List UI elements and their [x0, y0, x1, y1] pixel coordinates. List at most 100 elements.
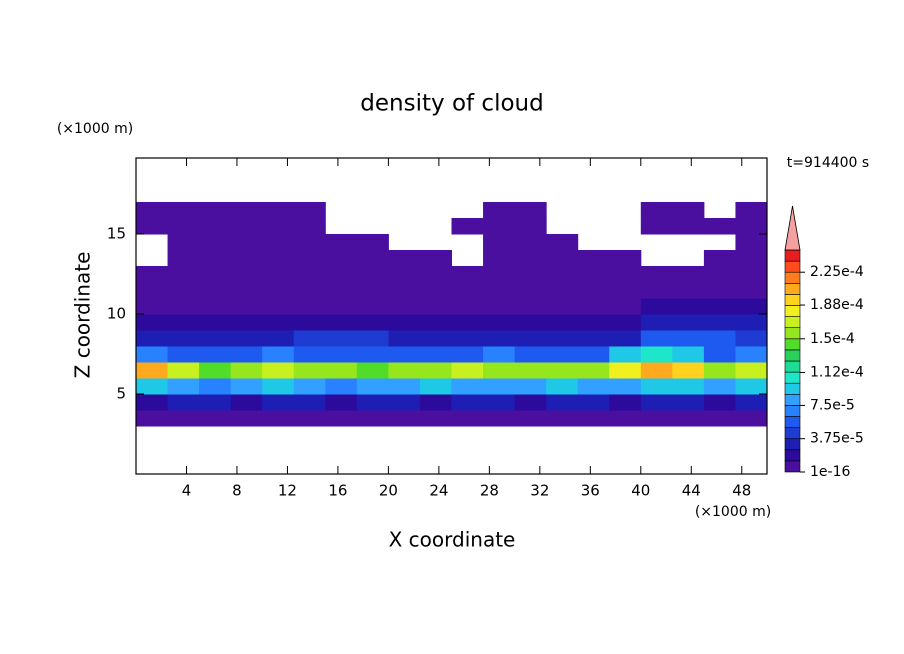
cell: [356, 410, 389, 427]
cell: [325, 346, 358, 363]
cell: [514, 266, 547, 283]
cell: [230, 250, 263, 267]
cell: [199, 362, 232, 379]
cell: [167, 282, 200, 299]
cell: [293, 250, 326, 267]
cell: [609, 266, 642, 283]
cell: [703, 330, 736, 347]
cell: [136, 266, 169, 283]
cell: [451, 346, 484, 363]
cell: [451, 314, 484, 331]
cell: [514, 330, 547, 347]
cell: [388, 410, 421, 427]
cell: [735, 298, 768, 315]
cell: [199, 266, 232, 283]
cell: [640, 362, 673, 379]
cell: [735, 266, 768, 283]
colorbar-tick-label: 1e-16: [810, 464, 850, 480]
cell: [483, 298, 516, 315]
cell: [609, 314, 642, 331]
cell: [167, 202, 200, 219]
cell: [325, 394, 358, 411]
colorbar-band: [784, 460, 801, 473]
cell: [514, 202, 547, 219]
cell: [293, 394, 326, 411]
cell: [167, 378, 200, 395]
cell: [546, 314, 579, 331]
cell: [356, 394, 389, 411]
cell: [293, 218, 326, 235]
x-tick-label: 12: [278, 482, 297, 500]
cell: [703, 362, 736, 379]
cell: [136, 410, 169, 427]
x-tick-label: 36: [581, 482, 600, 500]
cell: [483, 202, 516, 219]
cell: [262, 218, 295, 235]
cell: [388, 250, 421, 267]
cell: [293, 362, 326, 379]
cell: [262, 394, 295, 411]
cell: [703, 410, 736, 427]
cell: [451, 394, 484, 411]
cell: [325, 330, 358, 347]
cell: [672, 394, 705, 411]
cell: [483, 330, 516, 347]
cell: [388, 330, 421, 347]
cell: [293, 234, 326, 251]
colorbar-band: [784, 249, 801, 262]
cell: [546, 266, 579, 283]
cell: [672, 330, 705, 347]
cell: [483, 250, 516, 267]
colorbar-band: [784, 338, 801, 351]
cell: [546, 298, 579, 315]
cell: [167, 266, 200, 283]
cell: [262, 250, 295, 267]
colorbar-band: [784, 371, 801, 384]
cell: [230, 378, 263, 395]
cell: [609, 410, 642, 427]
colorbar-extension: [784, 205, 801, 251]
cell: [136, 346, 169, 363]
cell: [672, 346, 705, 363]
cell: [262, 298, 295, 315]
cell: [356, 250, 389, 267]
cell: [703, 394, 736, 411]
cell: [514, 234, 547, 251]
cell: [640, 218, 673, 235]
y-tick-label: 10: [107, 305, 126, 323]
colorbar-tick-label: 7.5e-5: [810, 397, 855, 413]
colorbar-band: [784, 449, 801, 462]
colorbar-band: [784, 416, 801, 428]
cell: [640, 346, 673, 363]
cell: [136, 394, 169, 411]
cell: [356, 266, 389, 283]
cell: [262, 314, 295, 331]
colorbar-tick-label: 1.12e-4: [810, 365, 864, 381]
cell: [672, 298, 705, 315]
cell: [293, 314, 326, 331]
x-axis-label: X coordinate: [389, 528, 516, 552]
cell: [230, 314, 263, 331]
cell: [262, 282, 295, 299]
cell: [514, 346, 547, 363]
x-tick-label: 20: [379, 482, 398, 500]
cell: [483, 410, 516, 427]
cell: [230, 330, 263, 347]
cell: [167, 234, 200, 251]
cell: [703, 250, 736, 267]
cell: [640, 202, 673, 219]
cell: [230, 202, 263, 219]
cell: [514, 362, 547, 379]
cell: [451, 330, 484, 347]
cell: [672, 282, 705, 299]
cell: [514, 410, 547, 427]
cell: [483, 266, 516, 283]
cell: [356, 362, 389, 379]
cell: [419, 378, 452, 395]
cell: [262, 378, 295, 395]
cell: [419, 282, 452, 299]
cell: [199, 346, 232, 363]
cell: [199, 314, 232, 331]
colorbar-band: [784, 405, 801, 417]
cell: [546, 282, 579, 299]
